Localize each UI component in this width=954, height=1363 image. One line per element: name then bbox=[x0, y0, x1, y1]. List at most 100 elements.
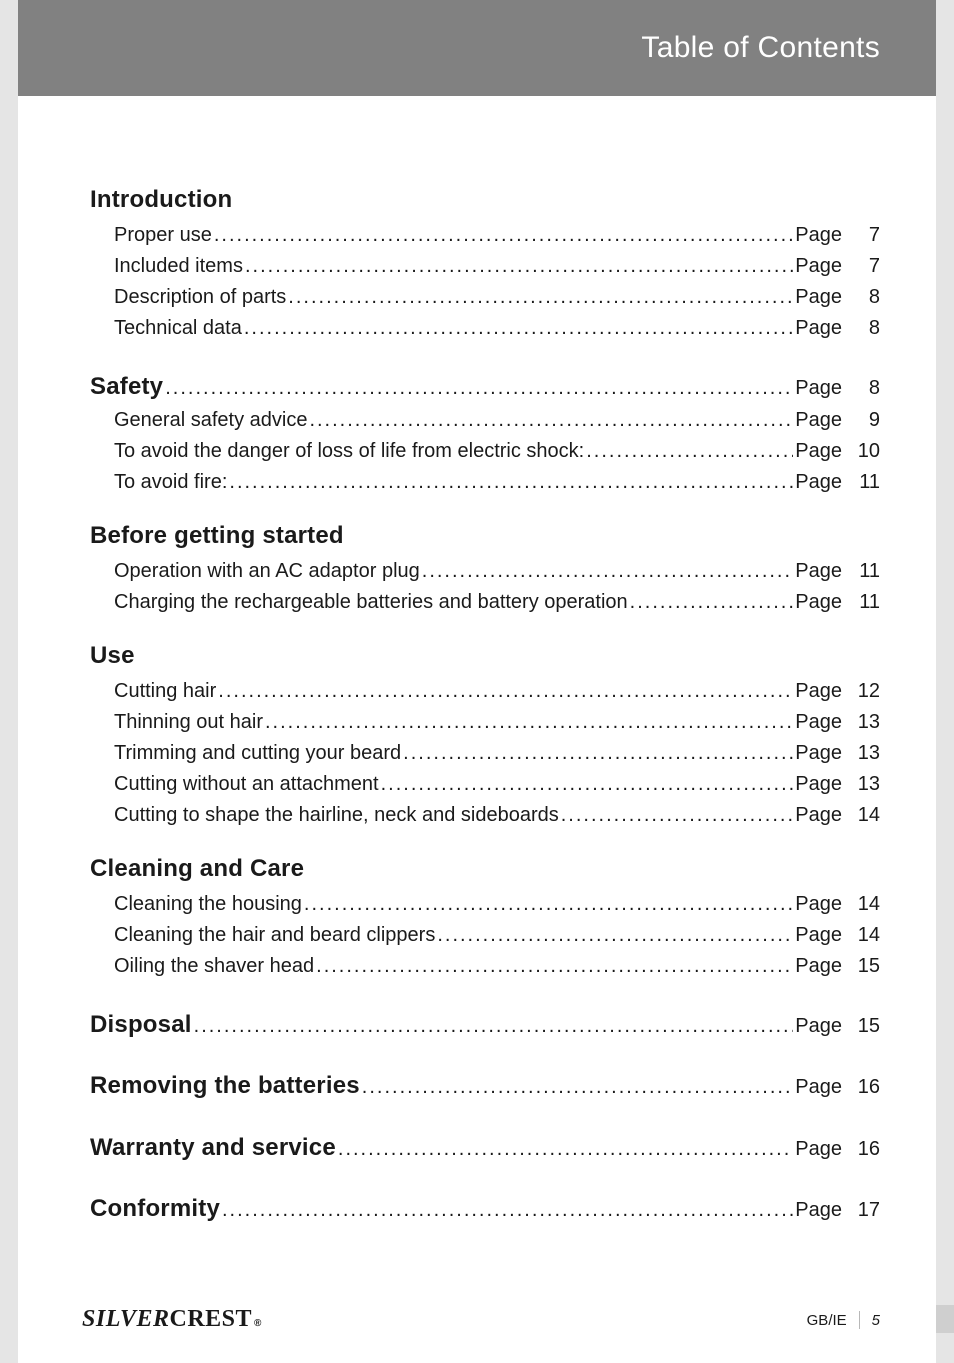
toc-page-number: 17 bbox=[842, 1195, 880, 1226]
toc-entry[interactable]: Thinning out hair Page 13 bbox=[90, 707, 880, 738]
toc-page-label: Page bbox=[793, 1011, 842, 1042]
dot-leader bbox=[220, 1195, 793, 1226]
brand-logo: SILVER CREST ® bbox=[82, 1306, 261, 1333]
toc-page-number: 14 bbox=[842, 800, 880, 831]
toc-entry[interactable]: Oiling the shaver head Page 15 bbox=[90, 951, 880, 982]
toc-page-label: Page bbox=[793, 467, 842, 498]
toc-entry-title: Cutting to shape the hairline, neck and … bbox=[114, 800, 559, 831]
toc-page-number: 11 bbox=[842, 587, 880, 618]
toc-page-label: Page bbox=[793, 313, 842, 344]
toc-entry[interactable]: Trimming and cutting your beard Page 13 bbox=[90, 738, 880, 769]
toc-entry[interactable]: Operation with an AC adaptor plug Page 1… bbox=[90, 556, 880, 587]
toc-entry-title: Technical data bbox=[114, 313, 242, 344]
toc-entry[interactable]: Included items Page 7 bbox=[90, 251, 880, 282]
toc-entry[interactable]: Conformity Page 17 bbox=[90, 1190, 880, 1227]
toc-section: Introduction Proper use Page 7 Included … bbox=[90, 186, 880, 344]
toc-entry[interactable]: To avoid fire: Page 11 bbox=[90, 467, 880, 498]
toc-page-number: 11 bbox=[842, 556, 880, 587]
toc-heading-use: Use bbox=[90, 642, 880, 670]
toc-page-label: Page bbox=[793, 251, 842, 282]
toc-entry[interactable]: Proper use Page 7 bbox=[90, 220, 880, 251]
toc-page-number: 10 bbox=[842, 436, 880, 467]
toc-heading-safety: Safety bbox=[90, 368, 163, 405]
toc-page-number: 13 bbox=[842, 769, 880, 800]
toc-entry[interactable]: Warranty and service Page 16 bbox=[90, 1129, 880, 1166]
toc-entry-title: General safety advice bbox=[114, 405, 307, 436]
page: Table of Contents Introduction Proper us… bbox=[18, 0, 936, 1363]
toc-section: Cleaning and Care Cleaning the housing P… bbox=[90, 855, 880, 982]
toc-page-label: Page bbox=[793, 800, 842, 831]
toc-page-number: 14 bbox=[842, 889, 880, 920]
toc-page-label: Page bbox=[793, 889, 842, 920]
toc-page-number: 15 bbox=[842, 951, 880, 982]
toc-section: Before getting started Operation with an… bbox=[90, 522, 880, 618]
dot-leader bbox=[435, 920, 793, 951]
toc-page-number: 16 bbox=[842, 1134, 880, 1165]
toc-entry-title: Cleaning the hair and beard clippers bbox=[114, 920, 435, 951]
toc-entry-title: To avoid fire: bbox=[114, 467, 227, 498]
dot-leader bbox=[263, 707, 793, 738]
toc-page-number: 9 bbox=[842, 405, 880, 436]
toc-page-label: Page bbox=[793, 405, 842, 436]
toc-section: Warranty and service Page 16 bbox=[90, 1129, 880, 1166]
toc-entry-title: Description of parts bbox=[114, 282, 286, 313]
dot-leader bbox=[360, 1072, 793, 1103]
toc-entry-title: Cutting hair bbox=[114, 676, 216, 707]
toc-entry-title: Trimming and cutting your beard bbox=[114, 738, 401, 769]
toc-section: Disposal Page 15 bbox=[90, 1006, 880, 1043]
toc-section: Use Cutting hair Page 12 Thinning out ha… bbox=[90, 642, 880, 831]
toc-page-number: 8 bbox=[842, 373, 880, 404]
dot-leader bbox=[379, 769, 794, 800]
toc-entry[interactable]: Cutting without an attachment Page 13 bbox=[90, 769, 880, 800]
toc-entry[interactable]: Removing the batteries Page 16 bbox=[90, 1067, 880, 1104]
toc-page-number: 8 bbox=[842, 282, 880, 313]
toc-heading-removing-batteries: Removing the batteries bbox=[90, 1067, 360, 1104]
toc-page-label: Page bbox=[793, 676, 842, 707]
toc-page-label: Page bbox=[793, 1072, 842, 1103]
toc-entry[interactable]: Cutting hair Page 12 bbox=[90, 676, 880, 707]
dot-leader bbox=[286, 282, 793, 313]
toc-page-label: Page bbox=[793, 769, 842, 800]
toc-page-number: 7 bbox=[842, 220, 880, 251]
toc-entry[interactable]: Cutting to shape the hairline, neck and … bbox=[90, 800, 880, 831]
toc-page-label: Page bbox=[793, 282, 842, 313]
toc-entry[interactable]: Cleaning the housing Page 14 bbox=[90, 889, 880, 920]
toc-page-number: 12 bbox=[842, 676, 880, 707]
toc-page-number: 7 bbox=[842, 251, 880, 282]
toc-heading-cleaning-and-care: Cleaning and Care bbox=[90, 855, 880, 883]
toc-page-number: 8 bbox=[842, 313, 880, 344]
toc-entry-title: Operation with an AC adaptor plug bbox=[114, 556, 420, 587]
dot-leader bbox=[227, 467, 793, 498]
toc-entry[interactable]: Description of parts Page 8 bbox=[90, 282, 880, 313]
toc-page-label: Page bbox=[793, 920, 842, 951]
toc-entry[interactable]: To avoid the danger of loss of life from… bbox=[90, 436, 880, 467]
dot-leader bbox=[401, 738, 793, 769]
dot-leader bbox=[242, 313, 793, 344]
toc-entry[interactable]: Charging the rechargeable batteries and … bbox=[90, 587, 880, 618]
toc-page-number: 13 bbox=[842, 738, 880, 769]
toc-entry[interactable]: General safety advice Page 9 bbox=[90, 405, 880, 436]
toc-page-label: Page bbox=[793, 951, 842, 982]
footer-locale: GB/IE bbox=[807, 1312, 859, 1329]
toc-entry[interactable]: Cleaning the hair and beard clippers Pag… bbox=[90, 920, 880, 951]
dot-leader bbox=[584, 436, 793, 467]
toc-page-label: Page bbox=[793, 220, 842, 251]
toc-page-label: Page bbox=[793, 587, 842, 618]
dot-leader bbox=[420, 556, 794, 587]
dot-leader bbox=[216, 676, 793, 707]
toc-entry-title: Oiling the shaver head bbox=[114, 951, 314, 982]
footer-page-info: GB/IE 5 bbox=[807, 1311, 880, 1329]
toc-heading-introduction: Introduction bbox=[90, 186, 880, 214]
dot-leader bbox=[163, 373, 793, 404]
toc-heading-warranty-service: Warranty and service bbox=[90, 1129, 336, 1166]
toc-entry[interactable]: Technical data Page 8 bbox=[90, 313, 880, 344]
footer-page-number: 5 bbox=[860, 1312, 880, 1329]
toc-entry-title: Cleaning the housing bbox=[114, 889, 302, 920]
toc-entry[interactable]: Disposal Page 15 bbox=[90, 1006, 880, 1043]
dot-leader bbox=[559, 800, 794, 831]
brand-text-crest: CREST bbox=[169, 1306, 252, 1333]
toc-entry-title: Charging the rechargeable batteries and … bbox=[114, 587, 628, 618]
toc-page-label: Page bbox=[793, 707, 842, 738]
toc-entry[interactable]: Safety Page 8 bbox=[90, 368, 880, 405]
dot-leader bbox=[314, 951, 793, 982]
